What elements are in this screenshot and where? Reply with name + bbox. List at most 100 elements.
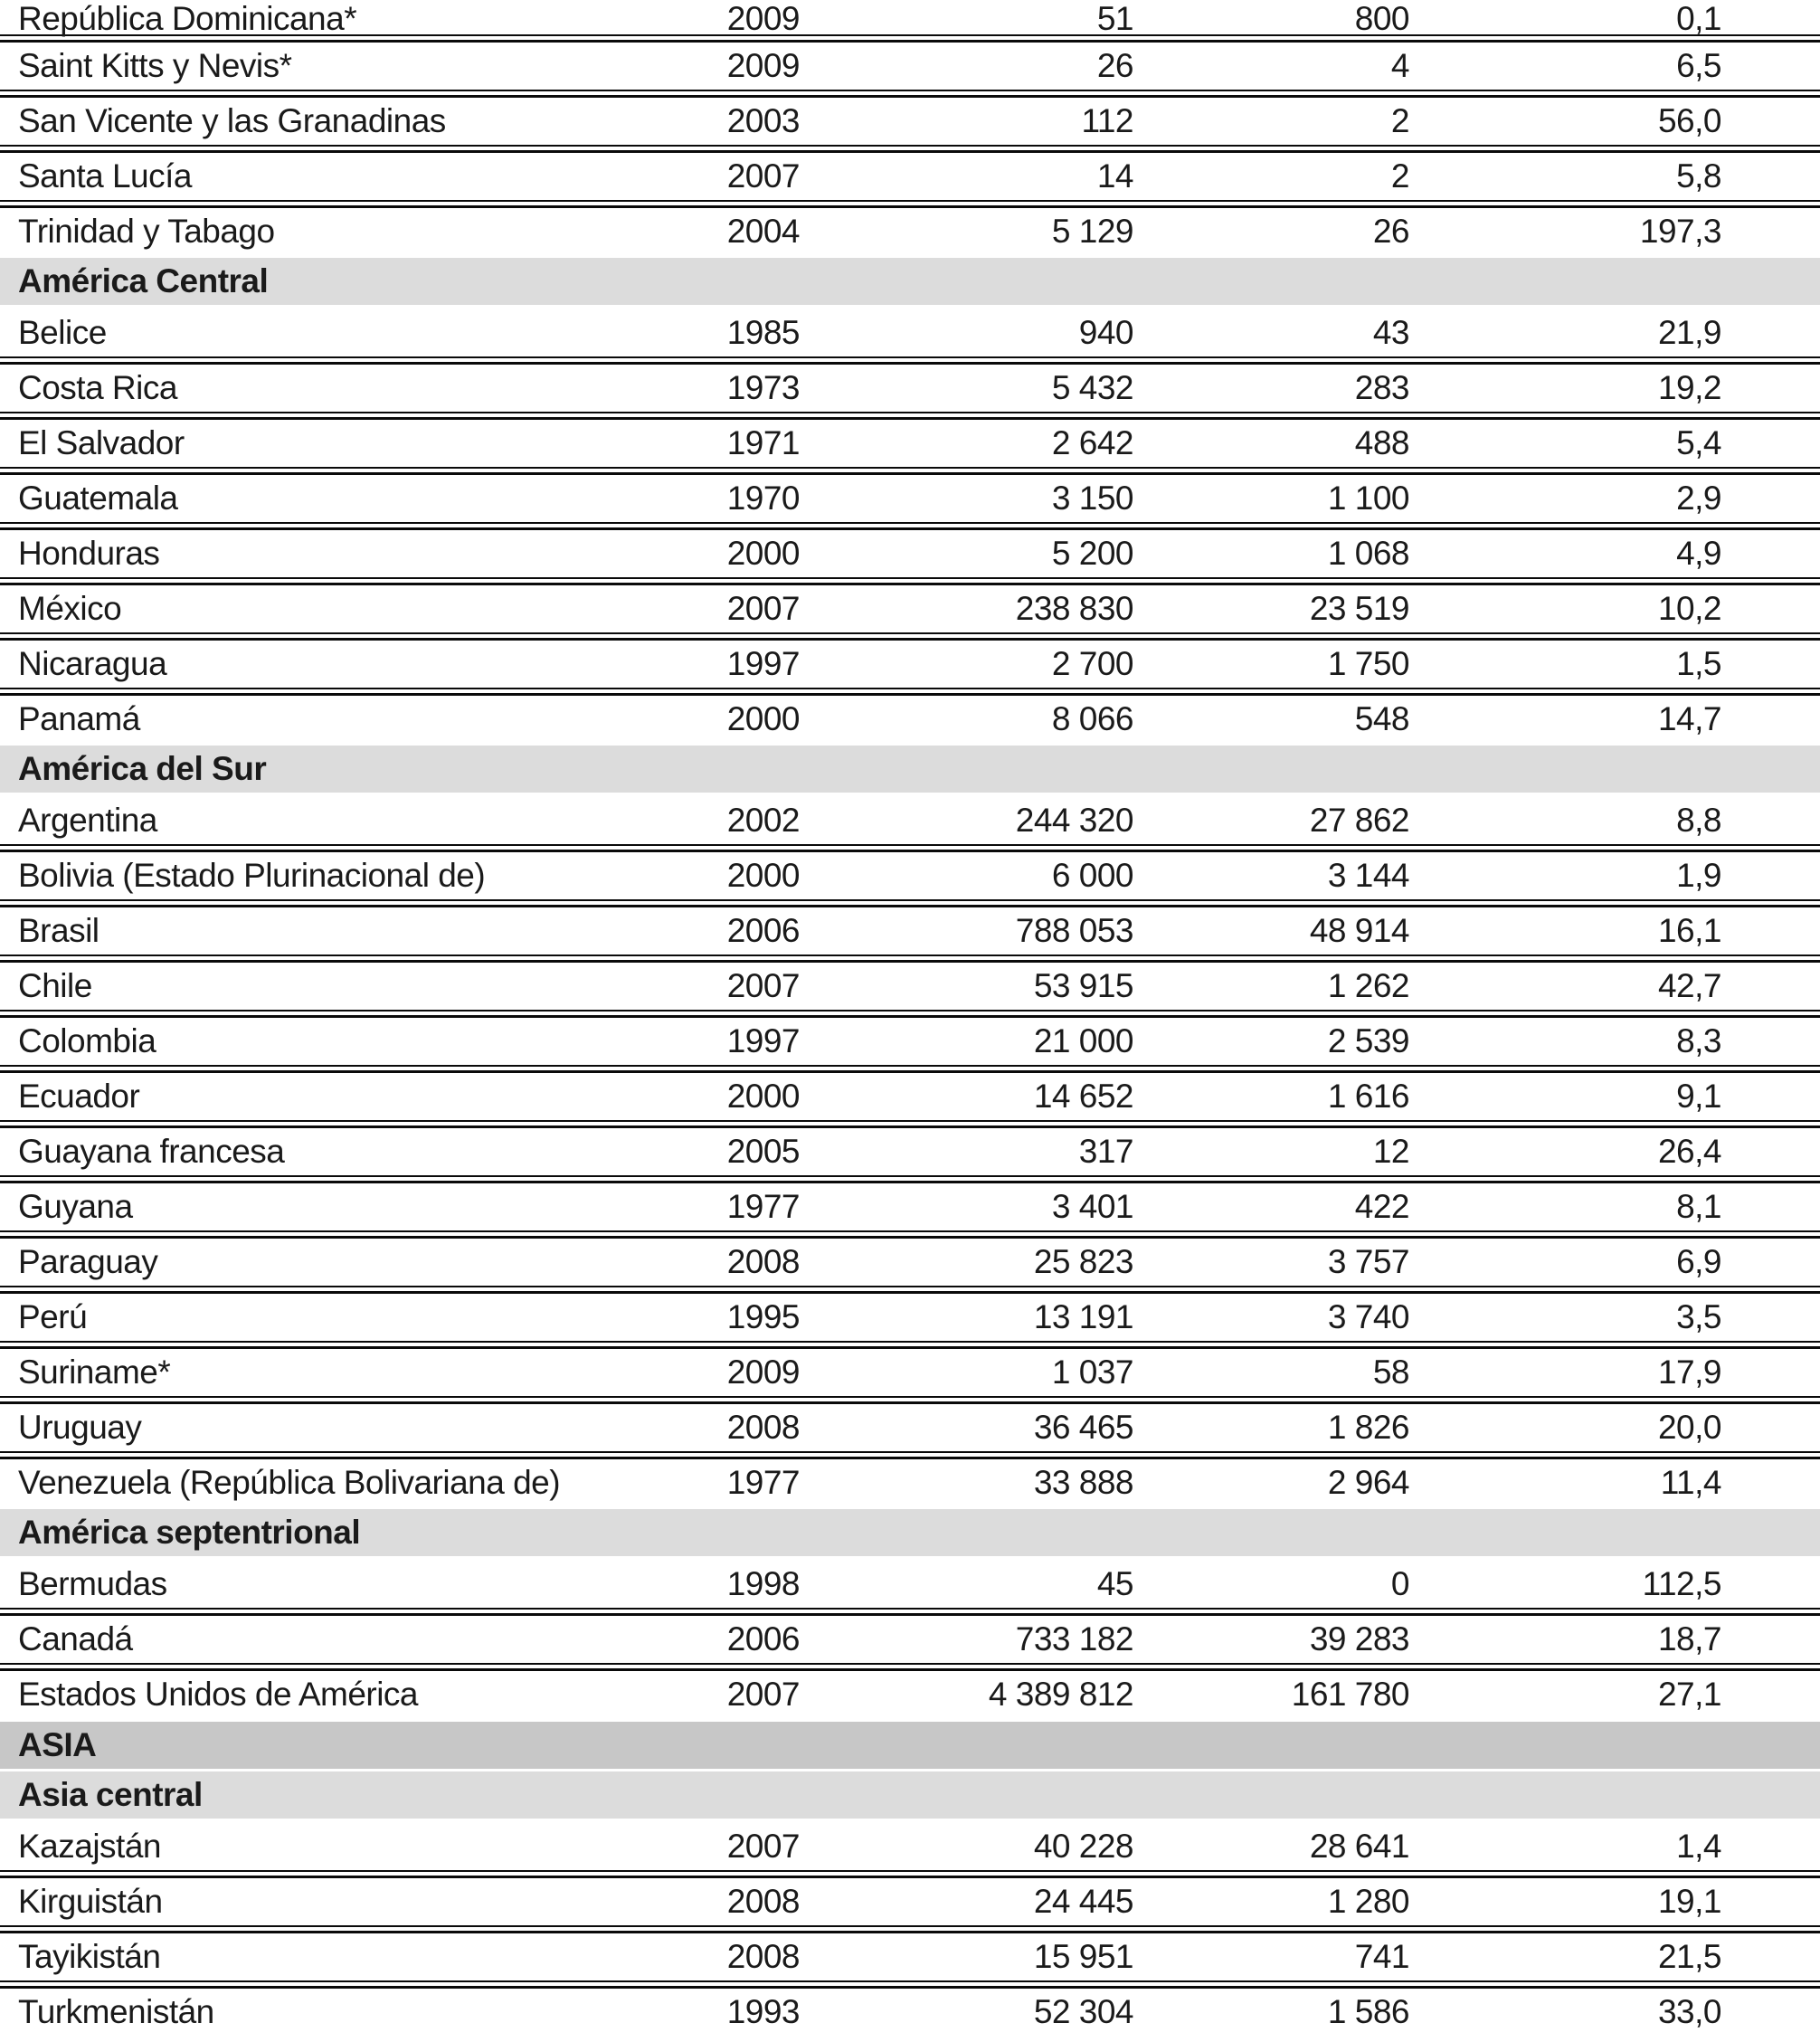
- section-header-label: América del Sur: [18, 750, 267, 787]
- value-cell-1: 733 182: [1015, 1620, 1134, 1657]
- row-separator: [0, 844, 1820, 852]
- section-header-label: América septentrional: [18, 1514, 361, 1551]
- value-cell-2: 488: [1354, 424, 1410, 461]
- row-separator: [0, 1230, 1820, 1239]
- value-cell-3: 21,5: [1657, 1938, 1722, 1975]
- value-cell-2: 39 283: [1309, 1620, 1410, 1657]
- year-cell: 2008: [726, 1409, 801, 1446]
- country-cell: Costa Rica: [18, 369, 177, 406]
- table-row: Santa Lucía 2007 14 2 5,8: [0, 153, 1820, 200]
- year-cell: 2008: [726, 1243, 801, 1280]
- table-row: Brasil 2006 788 053 48 914 16,1: [0, 907, 1820, 955]
- country-cell: México: [18, 590, 122, 627]
- value-cell-3: 21,9: [1657, 314, 1722, 351]
- table-row: Guyana 1977 3 401 422 8,1: [0, 1183, 1820, 1230]
- value-cell-3: 5,4: [1676, 424, 1721, 461]
- value-cell-1: 244 320: [1015, 802, 1134, 839]
- row-separator: [0, 1120, 1820, 1128]
- table-row: Honduras 2000 5 200 1 068 4,9: [0, 530, 1820, 577]
- row-separator: [0, 955, 1820, 963]
- value-cell-1: 13 191: [1033, 1298, 1134, 1335]
- value-cell-2: 28 641: [1309, 1828, 1410, 1865]
- country-cell: Kirguistán: [18, 1883, 163, 1920]
- value-cell-3: 1,5: [1676, 645, 1721, 682]
- table-row: Venezuela (República Bolivariana de) 1977…: [0, 1459, 1820, 1506]
- row-separator: [0, 34, 1820, 43]
- value-cell-3: 11,4: [1660, 1464, 1722, 1501]
- value-cell-1: 788 053: [1015, 912, 1134, 949]
- country-cell: Suriname*: [18, 1353, 171, 1391]
- value-cell-1: 45: [1096, 1565, 1134, 1602]
- value-cell-1: 3 401: [1051, 1188, 1134, 1225]
- value-cell-1: 53 915: [1033, 967, 1134, 1004]
- row-separator: [0, 1980, 1820, 1989]
- table-row: Colombia 1997 21 000 2 539 8,3: [0, 1018, 1820, 1065]
- value-cell-1: 15 951: [1033, 1938, 1134, 1975]
- table-row: Belice 1985 940 43 21,9: [0, 309, 1820, 356]
- section-header-row: Asia central: [0, 1771, 1820, 1819]
- row-separator: [0, 1065, 1820, 1073]
- table-row: San Vicente y las Granadinas 2003 112 2 56,0: [0, 98, 1820, 145]
- year-cell: 2000: [726, 857, 801, 894]
- country-cell: Venezuela (República Bolivariana de): [18, 1464, 561, 1501]
- year-cell: 2003: [726, 102, 801, 139]
- country-cell: República Dominicana*: [18, 0, 357, 37]
- year-cell: 2007: [726, 967, 801, 1004]
- value-cell-3: 1,4: [1676, 1828, 1721, 1865]
- year-cell: 2008: [726, 1938, 801, 1975]
- year-cell: 1977: [726, 1188, 801, 1225]
- table-row: Chile 2007 53 915 1 262 42,7: [0, 963, 1820, 1010]
- row-separator: [0, 412, 1820, 420]
- country-cell: Turkmenistán: [18, 1993, 214, 2030]
- table-row: Uruguay 2008 36 465 1 826 20,0: [0, 1404, 1820, 1451]
- year-cell: 2006: [726, 1620, 801, 1657]
- year-cell: 1997: [726, 645, 801, 682]
- value-cell-1: 26: [1096, 47, 1134, 84]
- country-cell: Bolivia (Estado Plurinacional de): [18, 857, 486, 894]
- value-cell-2: 3 740: [1327, 1298, 1410, 1335]
- year-cell: 1997: [726, 1022, 801, 1059]
- value-cell-1: 317: [1078, 1133, 1134, 1170]
- country-cell: Chile: [18, 967, 92, 1004]
- value-cell-2: 27 862: [1309, 802, 1410, 839]
- year-cell: 2006: [726, 912, 801, 949]
- value-cell-3: 10,2: [1657, 590, 1722, 627]
- country-cell: Brasil: [18, 912, 100, 949]
- value-cell-1: 14 652: [1033, 1078, 1134, 1115]
- value-cell-3: 14,7: [1657, 700, 1722, 737]
- value-cell-3: 3,5: [1676, 1298, 1721, 1335]
- value-cell-2: 48 914: [1309, 912, 1410, 949]
- year-cell: 2007: [726, 590, 801, 627]
- value-cell-2: 1 616: [1327, 1078, 1410, 1115]
- value-cell-2: 3 757: [1327, 1243, 1410, 1280]
- country-cell: Tayikistán: [18, 1938, 161, 1975]
- value-cell-1: 2 642: [1051, 424, 1134, 461]
- table-row: Kazajstán 2007 40 228 28 641 1,4: [0, 1823, 1820, 1870]
- value-cell-3: 112,5: [1642, 1565, 1722, 1602]
- year-cell: 2000: [726, 1078, 801, 1115]
- year-cell: 2007: [726, 1828, 801, 1865]
- value-cell-3: 6,9: [1676, 1243, 1721, 1280]
- value-cell-3: 56,0: [1657, 102, 1722, 139]
- country-cell: Panamá: [18, 700, 140, 737]
- value-cell-1: 1 037: [1051, 1353, 1134, 1391]
- value-cell-2: 2: [1390, 102, 1410, 139]
- value-cell-2: 1 262: [1327, 967, 1410, 1004]
- year-cell: 1993: [726, 1993, 801, 2030]
- value-cell-1: 33 888: [1033, 1464, 1134, 1501]
- value-cell-3: 8,8: [1676, 802, 1721, 839]
- table-row: Costa Rica 1973 5 432 283 19,2: [0, 365, 1820, 412]
- value-cell-1: 112: [1081, 102, 1134, 139]
- year-cell: 1998: [726, 1565, 801, 1602]
- country-cell: Trinidad y Tabago: [18, 213, 275, 250]
- country-cell: Ecuador: [18, 1078, 140, 1115]
- country-cell: Belice: [18, 314, 107, 351]
- table-row: Nicaragua 1997 2 700 1 750 1,5: [0, 641, 1820, 688]
- section-header-row: América Central: [0, 258, 1820, 305]
- country-cell: Kazajstán: [18, 1828, 162, 1865]
- value-cell-3: 42,7: [1657, 967, 1722, 1004]
- section-header-label: América Central: [18, 262, 269, 299]
- row-separator: [0, 688, 1820, 696]
- value-cell-2: 283: [1354, 369, 1410, 406]
